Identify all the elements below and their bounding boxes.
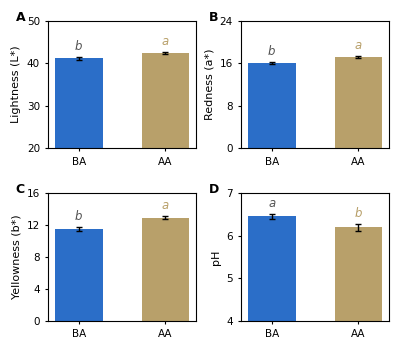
Text: a: a (162, 35, 169, 48)
Bar (248, 63, 296, 148)
Bar (55, 58, 102, 233)
Bar (142, 218, 189, 321)
Text: A: A (16, 11, 26, 24)
Bar (334, 57, 382, 148)
Text: a: a (268, 197, 276, 210)
Y-axis label: Lightness (L*): Lightness (L*) (11, 46, 21, 124)
Text: b: b (355, 207, 362, 220)
Text: b: b (268, 45, 276, 58)
Bar (55, 229, 102, 321)
Text: a: a (355, 39, 362, 52)
Y-axis label: Yellowness (b*): Yellowness (b*) (11, 215, 21, 299)
Text: D: D (209, 183, 219, 196)
Bar (142, 53, 189, 233)
Bar (248, 217, 296, 350)
Y-axis label: Redness (a*): Redness (a*) (204, 49, 214, 120)
Text: b: b (75, 40, 82, 53)
Text: B: B (209, 11, 218, 24)
Text: a: a (162, 199, 169, 212)
Text: b: b (75, 210, 82, 223)
Y-axis label: pH: pH (211, 249, 221, 265)
Text: C: C (16, 183, 25, 196)
Bar (334, 227, 382, 350)
